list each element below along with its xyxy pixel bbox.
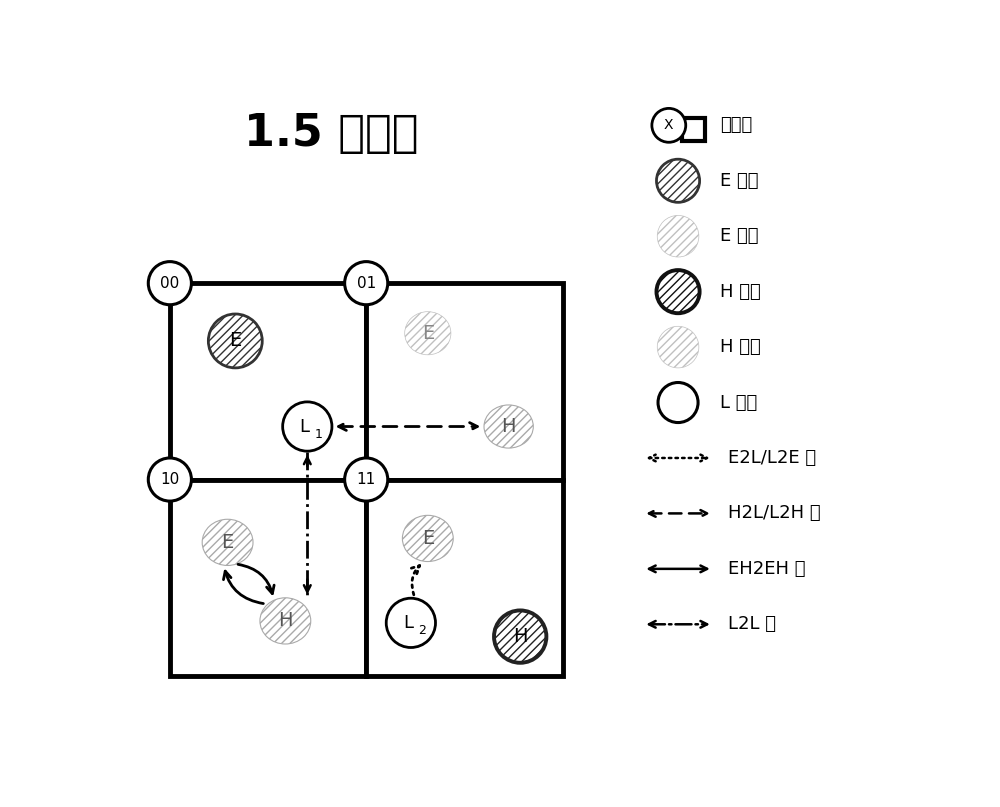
Text: E: E	[422, 529, 434, 548]
Text: H: H	[501, 417, 516, 436]
Circle shape	[652, 108, 686, 142]
Circle shape	[658, 383, 698, 423]
Circle shape	[148, 261, 191, 305]
Text: H: H	[278, 612, 293, 630]
Bar	[366, 283, 563, 479]
Ellipse shape	[260, 598, 311, 644]
Text: 1.5 维划分: 1.5 维划分	[244, 111, 419, 154]
Text: E 顶点: E 顶点	[720, 172, 759, 190]
Text: H 顶点: H 顶点	[720, 282, 761, 301]
Circle shape	[345, 458, 388, 501]
Text: E 代理: E 代理	[720, 228, 759, 245]
Ellipse shape	[208, 314, 262, 368]
Text: L: L	[403, 614, 413, 632]
Text: E: E	[221, 533, 234, 552]
Text: H2L/L2H 边: H2L/L2H 边	[728, 504, 821, 522]
Bar	[682, 118, 705, 140]
Ellipse shape	[657, 326, 699, 368]
Bar	[170, 479, 366, 676]
Bar	[366, 479, 563, 676]
Text: 2: 2	[418, 624, 426, 637]
Text: 01: 01	[357, 276, 376, 291]
Text: E: E	[422, 324, 434, 343]
Ellipse shape	[405, 312, 451, 355]
Text: 图分区: 图分区	[720, 116, 753, 134]
Ellipse shape	[494, 610, 546, 663]
Text: H: H	[513, 627, 527, 646]
Text: H 代理: H 代理	[720, 338, 761, 356]
Bar	[170, 283, 366, 479]
Text: X: X	[664, 119, 674, 132]
Text: E: E	[229, 332, 241, 350]
Text: 10: 10	[160, 472, 179, 487]
Text: 11: 11	[357, 472, 376, 487]
Circle shape	[148, 458, 191, 501]
Ellipse shape	[657, 215, 699, 257]
Text: L: L	[299, 417, 309, 436]
Text: L 顶点: L 顶点	[720, 394, 758, 412]
Circle shape	[386, 598, 436, 647]
Circle shape	[283, 402, 332, 451]
Ellipse shape	[656, 159, 700, 203]
Text: EH2EH 边: EH2EH 边	[728, 560, 806, 578]
Text: 00: 00	[160, 276, 179, 291]
Ellipse shape	[202, 519, 253, 566]
Ellipse shape	[484, 405, 533, 448]
Ellipse shape	[656, 270, 700, 313]
Ellipse shape	[402, 516, 453, 562]
Text: L2L 边: L2L 边	[728, 615, 776, 633]
Circle shape	[345, 261, 388, 305]
Text: E2L/L2E 边: E2L/L2E 边	[728, 449, 816, 467]
Text: 1: 1	[315, 428, 323, 441]
